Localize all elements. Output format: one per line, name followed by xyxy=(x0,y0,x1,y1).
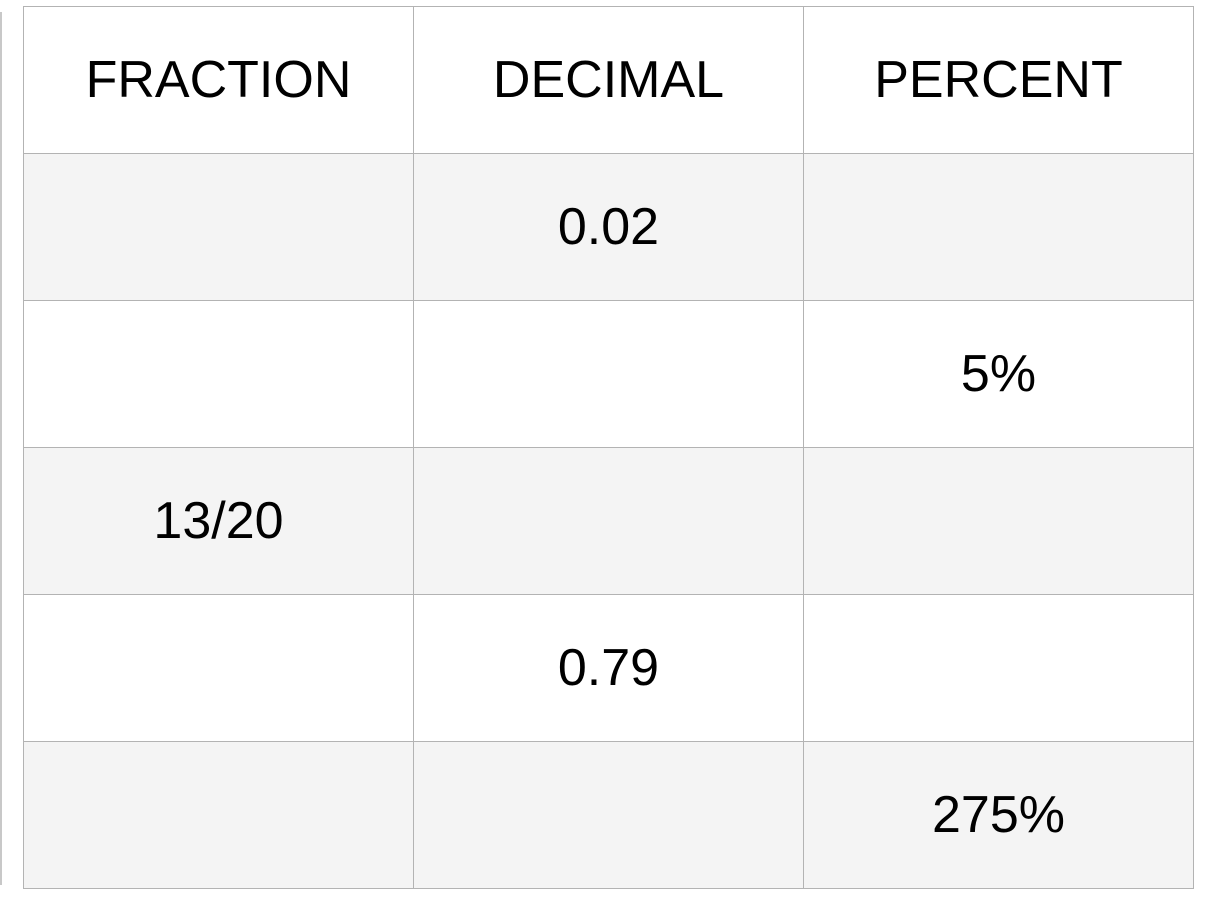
conversion-table: FRACTION DECIMAL PERCENT 0.02 5% 13/20 0.79 27… xyxy=(23,6,1194,889)
table-cell xyxy=(23,300,414,448)
table-row: 13/20 xyxy=(23,447,1194,595)
table-row: 0.02 xyxy=(23,153,1194,301)
table-cell xyxy=(803,447,1194,595)
table-cell xyxy=(413,300,804,448)
table-cell xyxy=(803,594,1194,742)
header-cell: PERCENT xyxy=(803,6,1194,154)
table-header: FRACTION DECIMAL PERCENT xyxy=(23,6,1194,154)
table-cell xyxy=(23,594,414,742)
table-cell: 0.02 xyxy=(413,153,804,301)
table-body: 0.02 5% 13/20 0.79 275% xyxy=(23,153,1194,889)
table-cell: 5% xyxy=(803,300,1194,448)
table-cell xyxy=(23,741,414,889)
table-cell xyxy=(413,741,804,889)
header-row: FRACTION DECIMAL PERCENT xyxy=(23,6,1194,154)
table-row: 275% xyxy=(23,741,1194,889)
header-cell: DECIMAL xyxy=(413,6,804,154)
table-cell: 0.79 xyxy=(413,594,804,742)
table-row: 5% xyxy=(23,300,1194,448)
table-row: 0.79 xyxy=(23,594,1194,742)
table-cell xyxy=(803,153,1194,301)
table-cell xyxy=(413,447,804,595)
left-edge xyxy=(0,12,2,885)
header-cell: FRACTION xyxy=(23,6,414,154)
table-cell: 275% xyxy=(803,741,1194,889)
table-cell: 13/20 xyxy=(23,447,414,595)
table-cell xyxy=(23,153,414,301)
